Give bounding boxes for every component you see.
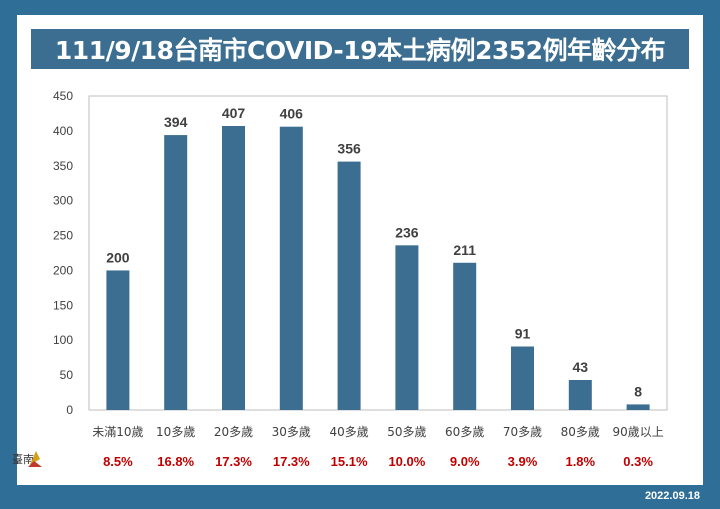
y-tick-label: 150 [53,298,73,312]
bar [626,404,650,410]
x-tick-label: 70多歲 [503,425,542,439]
x-tick-label: 40多歲 [329,425,368,439]
x-tick-label: 90歲以上 [612,425,663,439]
bar [279,126,303,411]
plot-area [88,95,668,411]
data-label: 406 [280,106,304,122]
x-tick-label: 80多歲 [561,425,600,439]
bar [568,379,592,410]
bar [395,245,419,410]
x-tick-label: 10多歲 [156,425,195,439]
svg-text:臺南: 臺南 [12,452,34,466]
percentage-label: 10.0% [388,454,425,469]
y-tick-label: 50 [60,368,74,382]
y-tick-label: 0 [66,403,73,417]
bar [453,262,477,410]
x-tick-label: 未滿10歲 [92,425,143,439]
bar [164,135,188,410]
data-label: 200 [106,249,130,265]
data-label: 91 [515,326,531,342]
percentage-label: 17.3% [215,454,252,469]
report-date: 2022.09.18 [644,490,700,502]
bar [106,270,130,410]
x-tick-label: 50多歲 [387,425,426,439]
percentage-label: 16.8% [157,454,194,469]
data-label: 211 [453,242,476,258]
data-label: 356 [337,141,361,157]
data-label: 236 [395,224,419,240]
percentage-label: 1.8% [565,454,595,469]
x-tick-label: 30多歲 [272,425,311,439]
y-tick-label: 350 [53,159,73,173]
data-label: 407 [222,105,246,121]
y-tick-label: 250 [53,229,73,243]
percentage-label: 8.5% [103,454,133,469]
tainan-logo-icon: 臺南 [12,451,42,467]
percentage-label: 9.0% [450,454,480,469]
chart-title-bar: 111/9/18台南市COVID-19本土病例2352例年齡分布 [31,29,689,69]
y-tick-label: 450 [53,89,73,103]
bar [222,126,245,410]
data-label: 394 [164,114,188,130]
bar [337,161,361,410]
chart-title: 111/9/18台南市COVID-19本土病例2352例年齡分布 [54,36,666,65]
y-tick-label: 200 [53,263,73,277]
x-tick-label: 20多歲 [214,425,253,439]
data-label: 8 [634,383,642,399]
y-tick-label: 300 [53,194,73,208]
percentage-label: 3.9% [508,454,538,469]
data-label: 43 [573,359,589,375]
y-tick-label: 100 [53,333,73,347]
percentage-label: 17.3% [273,454,310,469]
percentage-label: 15.1% [331,454,368,469]
y-tick-label: 400 [53,124,73,138]
percentage-label: 0.3% [623,454,653,469]
bar [511,346,534,410]
x-tick-label: 60多歲 [445,425,484,439]
